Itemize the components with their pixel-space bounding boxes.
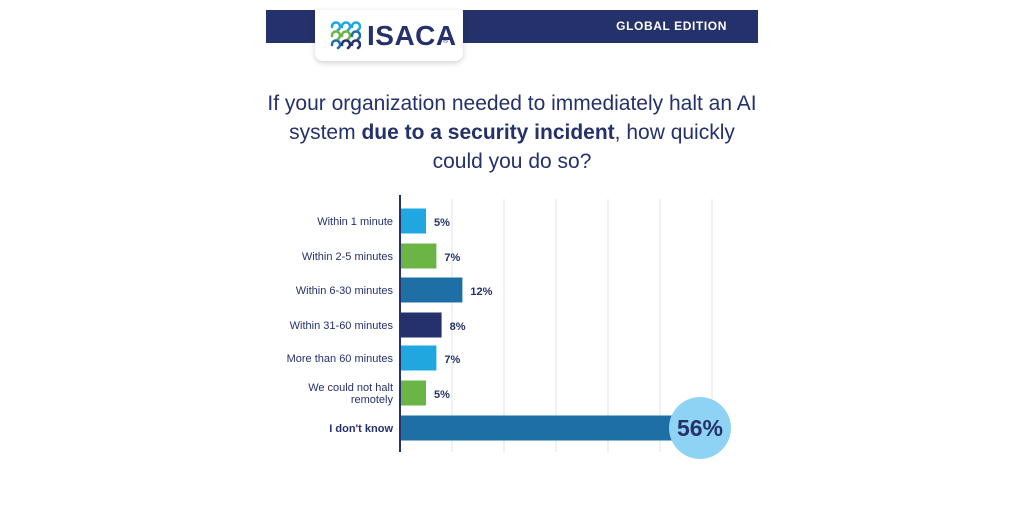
value-label: 7% xyxy=(444,354,460,366)
highlight-badge xyxy=(669,397,731,459)
category-label: Within 2-5 minutes xyxy=(302,251,394,263)
question-part-1: If your organization needed to immediate… xyxy=(267,92,757,144)
bar xyxy=(400,312,442,338)
value-label: 56% xyxy=(677,415,723,441)
bar xyxy=(400,345,437,371)
value-label: 8% xyxy=(450,321,466,333)
value-label: 7% xyxy=(444,252,460,264)
category-label: We could not halt remotely xyxy=(308,382,393,406)
category-label: Within 1 minute xyxy=(317,216,393,228)
registered-mark: ® xyxy=(443,38,449,45)
category-label: More than 60 minutes xyxy=(287,353,394,365)
category-label: Within 31-60 minutes xyxy=(290,320,394,332)
value-label: 5% xyxy=(434,389,450,401)
logo-card: ISACA ® xyxy=(315,10,463,61)
question-part-2: , how quickly could you do so? xyxy=(432,121,735,173)
category-label: Within 6-30 minutes xyxy=(296,285,394,297)
category-label: I don't know xyxy=(329,423,393,435)
bar xyxy=(400,415,700,441)
brand-name: ISACA xyxy=(367,20,457,51)
question-emphasis: due to a security incident xyxy=(361,121,615,144)
value-label: 12% xyxy=(470,286,492,298)
edition-label: GLOBAL EDITION xyxy=(616,19,727,33)
bar xyxy=(400,243,437,269)
question-title: If your organization needed to immediate… xyxy=(262,89,762,176)
bar xyxy=(400,380,426,406)
bar xyxy=(400,277,463,303)
bar xyxy=(400,208,426,234)
value-label: 5% xyxy=(434,217,450,229)
isaca-logo-icon xyxy=(330,21,361,50)
